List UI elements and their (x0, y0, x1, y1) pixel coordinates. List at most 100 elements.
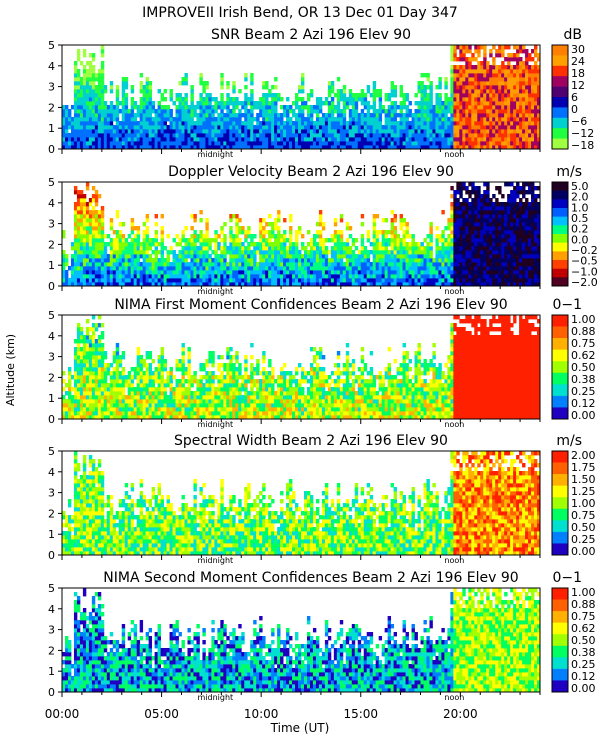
heatmap-cell (241, 121, 245, 126)
heatmap-cell (157, 113, 161, 118)
heatmap-cell (229, 101, 233, 106)
heatmap-cell (390, 238, 395, 243)
heatmap-cell (327, 117, 332, 122)
heatmap-cell (354, 121, 359, 126)
heatmap-cell (534, 65, 538, 70)
heatmap-cell (456, 266, 460, 271)
heatmap-cell (85, 109, 90, 114)
heatmap-cell (303, 266, 308, 271)
heatmap-cell (190, 266, 194, 271)
heatmap-cell (217, 105, 221, 110)
heatmap-cell (477, 274, 481, 279)
heatmap-cell (474, 101, 478, 106)
heatmap-cell (67, 278, 72, 283)
heatmap-cell (453, 230, 457, 235)
colorbar-swatch (552, 117, 568, 129)
heatmap-cell (298, 266, 302, 271)
heatmap-cell (492, 93, 496, 98)
heatmap-cell (184, 282, 188, 287)
heatmap-cell (423, 109, 427, 114)
heatmap-cell (330, 246, 335, 251)
heatmap-cell (271, 234, 275, 239)
heatmap-cell (480, 69, 484, 74)
heatmap-cell (459, 73, 463, 78)
heatmap-cell (220, 145, 224, 150)
heatmap-cell (238, 137, 242, 142)
heatmap-cell (235, 270, 239, 275)
heatmap-cell (286, 250, 290, 255)
heatmap-cell (154, 282, 158, 287)
heatmap-cell (301, 77, 305, 82)
heatmap-cell (372, 254, 377, 259)
heatmap-cell (253, 254, 257, 259)
heatmap-cell (318, 282, 323, 287)
heatmap-cell (241, 266, 245, 271)
heatmap-cell (97, 101, 102, 106)
heatmap-cell (265, 133, 269, 138)
heatmap-cell (214, 145, 218, 150)
heatmap-cell (345, 133, 350, 138)
heatmap-cell (103, 117, 108, 122)
heatmap-cell (178, 274, 182, 279)
heatmap-cell (70, 274, 75, 279)
heatmap-cell (486, 210, 490, 215)
heatmap-cell (414, 282, 418, 287)
heatmap-cell (531, 49, 535, 54)
heatmap-cell (504, 105, 508, 110)
heatmap-cell (327, 121, 332, 126)
heatmap-cell (339, 93, 344, 98)
heatmap-cell (504, 242, 508, 247)
heatmap-cell (510, 57, 514, 62)
heatmap-cell (420, 145, 424, 150)
heatmap-cell (73, 254, 78, 259)
heatmap-cell (444, 278, 448, 283)
heatmap-cell (375, 214, 380, 219)
heatmap-cell (492, 117, 496, 122)
heatmap-cell (157, 89, 161, 94)
heatmap-cell (324, 97, 329, 102)
heatmap-cell (232, 258, 236, 263)
heatmap-cell (450, 202, 454, 207)
heatmap-cell (525, 218, 529, 223)
heatmap-cell (447, 133, 451, 138)
heatmap-cell (303, 133, 308, 138)
heatmap-cell (154, 137, 158, 142)
heatmap-cell (453, 109, 457, 114)
heatmap-cell (226, 101, 230, 106)
heatmap-cell (504, 129, 508, 134)
heatmap-cell (136, 262, 141, 267)
heatmap-cell (450, 230, 454, 235)
heatmap-cell (477, 77, 481, 82)
heatmap-cell (184, 97, 188, 102)
heatmap-cell (250, 141, 254, 146)
heatmap-cell (142, 137, 147, 142)
heatmap-cell (519, 214, 523, 219)
heatmap-cell (432, 266, 436, 271)
heatmap-cell (97, 274, 102, 279)
heatmap-cell (507, 182, 511, 187)
heatmap-cell (91, 206, 96, 211)
heatmap-cell (522, 129, 526, 134)
heatmap-cell (277, 93, 281, 98)
heatmap-cell (450, 246, 454, 251)
heatmap-cell (420, 105, 424, 110)
heatmap-cell (441, 145, 445, 150)
heatmap-cell (292, 125, 296, 130)
heatmap-cell (420, 109, 424, 114)
heatmap-cell (157, 105, 161, 110)
heatmap-cell (85, 129, 90, 134)
heatmap-cell (136, 230, 141, 235)
heatmap-cell (357, 282, 362, 287)
heatmap-cell (531, 145, 535, 150)
heatmap-cell (330, 141, 335, 146)
heatmap-cell (510, 270, 514, 275)
heatmap-cell (295, 129, 299, 134)
heatmap-cell (462, 121, 466, 126)
colorbar-swatch (552, 107, 568, 119)
heatmap-cell (262, 97, 266, 102)
heatmap-cell (408, 278, 412, 283)
heatmap-cell (88, 254, 93, 259)
heatmap-cell (513, 226, 517, 231)
heatmap-cell (447, 101, 451, 106)
heatmap-cell (73, 250, 78, 255)
